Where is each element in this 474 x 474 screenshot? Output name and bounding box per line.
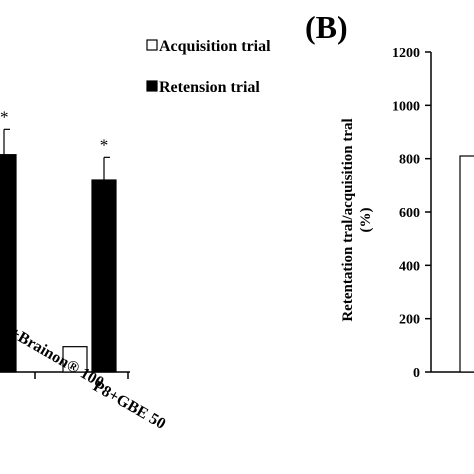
- panel-b-chart: (B) Retentation tral/acquisition tral (%…: [305, 9, 474, 381]
- legend: Acquisition trial Retension trial: [146, 38, 271, 96]
- panel-a-bar-acquisition: [62, 346, 88, 373]
- panel-a-chart: *** P8+Brainon® 100 P8+GBE 50: [0, 107, 168, 433]
- panel-b-bar: [459, 155, 474, 373]
- legend-label-retension: Retension trial: [159, 79, 260, 96]
- panel-a-category-label-2: P8+GBE 50: [90, 378, 168, 433]
- panel-b-y-tick-label: 600: [399, 206, 420, 221]
- panel-b-y-tick-label: 1000: [392, 99, 420, 114]
- panel-b-y-tick-label: 200: [399, 313, 420, 328]
- panel-a-significance-label: *: [100, 135, 109, 154]
- legend-swatch-retension-icon: [146, 80, 158, 92]
- panel-a-bar-retension: [91, 179, 117, 373]
- panel-b-y-tick-label: 1200: [392, 46, 420, 61]
- panel-b-y-axis-label: Retentation tral/acquisition tral: [340, 118, 356, 321]
- panel-a-significance-label: **: [0, 107, 9, 126]
- panel-b-y-tick-label: 800: [399, 153, 420, 168]
- panel-b-title: (B): [305, 9, 348, 45]
- panel-b-y-tick-label: 400: [399, 259, 420, 274]
- legend-swatch-acquisition-icon: [146, 39, 158, 51]
- panel-b-y-axis-unit: (%): [358, 208, 374, 233]
- legend-label-acquisition: Acquisition trial: [159, 38, 271, 55]
- panel-b-y-tick-label: 0: [413, 366, 420, 381]
